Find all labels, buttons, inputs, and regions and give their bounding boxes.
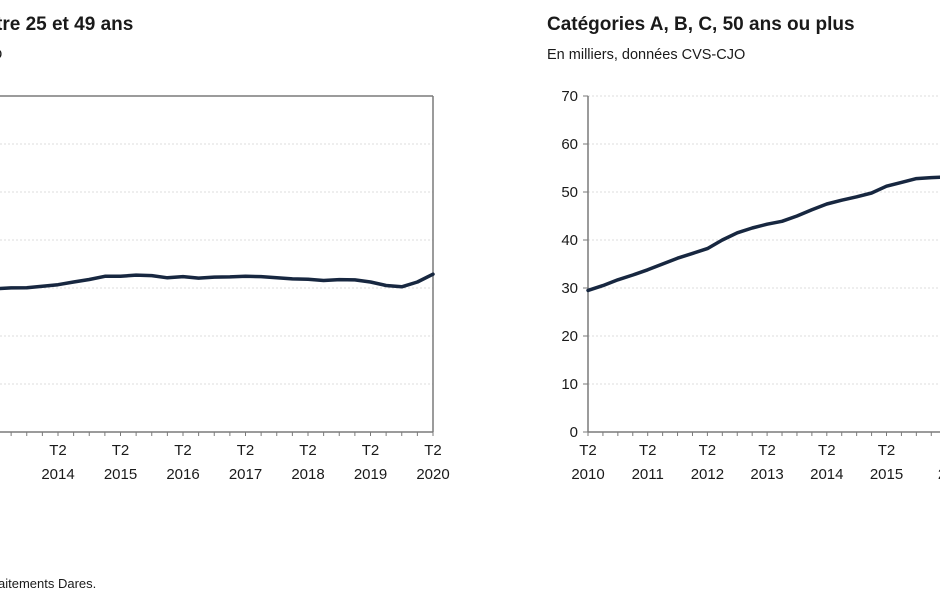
right-x-tick-label: 20 xyxy=(938,466,940,483)
left-x-tick-label: T2 xyxy=(424,442,442,459)
right-x-tick-label: T2 xyxy=(639,442,657,459)
right-x-tick-label: 2015 xyxy=(870,466,903,483)
right-series-line xyxy=(586,175,940,293)
right-x-tick-label: 2011 xyxy=(632,466,664,483)
left-x-tick-label: 2016 xyxy=(166,466,199,483)
right-x-tick-label: 2010 xyxy=(571,466,604,483)
right-y-tick-label: 20 xyxy=(561,328,578,345)
left-x-tick-label: T2 xyxy=(112,442,130,459)
left-x-tick-label: T2 xyxy=(237,442,255,459)
right-y-tick-label: 0 xyxy=(570,424,578,441)
right-x-tick-label: T2 xyxy=(818,442,836,459)
left-x-tick-label: T2 xyxy=(362,442,380,459)
right-y-tick-label: 30 xyxy=(561,280,578,297)
right-y-tick-label: 60 xyxy=(561,136,578,153)
left-x-tick-label: 2020 xyxy=(416,466,449,483)
right-x-tick-label: 2014 xyxy=(810,466,843,483)
left-x-tick-label: 2014 xyxy=(41,466,74,483)
right-y-tick-label: 50 xyxy=(561,184,578,201)
left-x-tick-label: 2018 xyxy=(291,466,324,483)
right-y-tick-label: 40 xyxy=(561,232,578,249)
right-x-tick-label: T2 xyxy=(758,442,776,459)
right-x-tick-label: T2 xyxy=(579,442,597,459)
right-chart-subtitle: En milliers, données CVS-CJO xyxy=(547,47,746,63)
left-series-line xyxy=(0,272,435,291)
right-x-tick-label: 2013 xyxy=(750,466,783,483)
right-y-tick-label: 70 xyxy=(561,88,578,105)
left-chart-title: tre 25 et 49 ans xyxy=(0,14,134,35)
left-x-tick-label: 2015 xyxy=(104,466,137,483)
right-chart-title: Catégories A, B, C, 50 ans ou plus xyxy=(547,14,855,35)
right-x-tick-label: 2012 xyxy=(691,466,724,483)
left-x-tick-label: 2017 xyxy=(229,466,262,483)
left-x-tick-label: T2 xyxy=(49,442,67,459)
source-footnote: aitements Dares. xyxy=(0,576,97,591)
left-x-tick-label: T2 xyxy=(299,442,317,459)
right-x-tick-label: T2 xyxy=(699,442,717,459)
right-y-tick-label: 10 xyxy=(561,376,578,393)
left-x-tick-label: 2019 xyxy=(354,466,387,483)
left-chart-subtitle: O xyxy=(0,47,2,63)
left-x-tick-label: T2 xyxy=(174,442,192,459)
right-x-tick-label: T2 xyxy=(878,442,896,459)
